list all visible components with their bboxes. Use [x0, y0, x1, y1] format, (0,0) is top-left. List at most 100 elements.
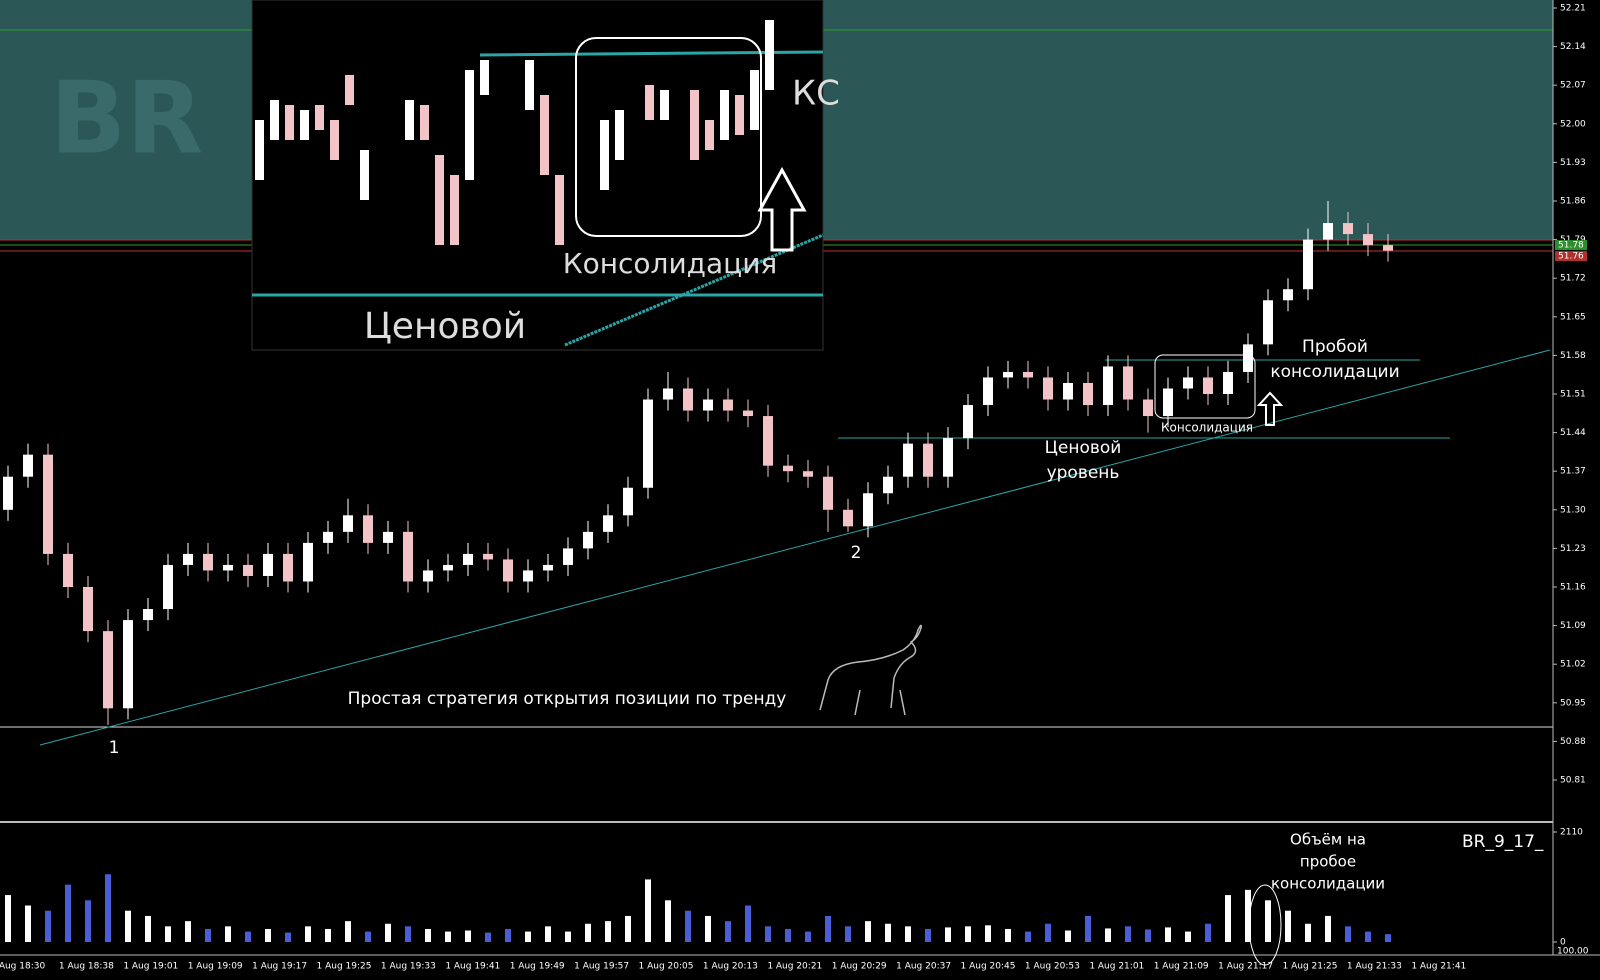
candle-body: [903, 443, 913, 477]
candle-body: [483, 553, 493, 560]
inset-label: Консолидация: [563, 247, 778, 280]
y-tick-label: 51.02: [1560, 660, 1586, 670]
candle-body: [63, 553, 73, 587]
volume-highlight: [1248, 884, 1282, 966]
breakout-label: Пробой: [1302, 337, 1368, 357]
volume-bar: [645, 879, 651, 942]
x-tick-label: 1 Aug 20:37: [896, 962, 951, 972]
volume-bar: [305, 926, 311, 942]
volume-bar: [1225, 895, 1231, 942]
trend-line: [39, 349, 1551, 746]
candle-body: [263, 553, 273, 576]
candle-body: [1383, 245, 1393, 251]
candle-body: [463, 553, 473, 565]
volume-bar: [705, 915, 711, 942]
volume-bar: [1145, 929, 1151, 942]
volume-bar: [1125, 926, 1131, 942]
inset-candles: [255, 20, 774, 200]
volume-bar: [725, 921, 731, 942]
level-label: Ценовой: [1045, 438, 1122, 458]
candle-body: [643, 399, 653, 488]
volume-bar: [85, 900, 91, 942]
candle-body: [943, 438, 953, 477]
candle-body: [863, 493, 873, 527]
x-tick-label: 1 Aug 20:45: [961, 962, 1016, 972]
volume-scale-label: 100.00: [1557, 947, 1589, 957]
candle-body: [623, 487, 633, 516]
candle-body: [203, 553, 213, 571]
candle-body: [1363, 234, 1373, 246]
inset-candles: [285, 75, 744, 245]
y-tick-label: 51.44: [1560, 428, 1586, 438]
candle-body: [1043, 377, 1053, 400]
x-tick-label: 1 Aug 20:05: [639, 962, 694, 972]
volume-note: пробое: [1300, 853, 1356, 871]
bull-icon: [819, 624, 922, 716]
candle-body: [1303, 239, 1313, 290]
y-tick-label: 51.93: [1560, 158, 1586, 168]
y-tick-label: 50.81: [1560, 776, 1586, 786]
candle-body: [163, 564, 173, 610]
inset-arrow: [757, 166, 807, 252]
candle-body: [1243, 344, 1253, 372]
volume-bar: [905, 926, 911, 942]
volume-bar: [1265, 900, 1271, 942]
volume-bar: [1365, 931, 1371, 942]
volume-bar: [605, 921, 611, 942]
x-tick-label: 1 Aug 19:49: [510, 962, 565, 972]
candles: [3, 201, 1393, 942]
x-tick-label: 1 Aug 21:01: [1089, 962, 1144, 972]
inset-label: Ценовой: [364, 306, 526, 347]
volume-bar: [1185, 931, 1191, 942]
y-tick-label: 51.72: [1560, 274, 1586, 284]
candle-body: [523, 570, 533, 582]
consolidation-box: [1154, 354, 1256, 419]
volume-bar: [45, 910, 51, 942]
watermark: BR: [50, 59, 203, 176]
volume-bar: [525, 931, 531, 942]
volume-bar: [865, 921, 871, 942]
candle-body: [763, 416, 773, 466]
volume-bar: [105, 874, 111, 942]
y-tick-label: 51.86: [1560, 197, 1586, 207]
volume-bar: [265, 928, 271, 942]
x-tick-label: 1 Aug 19:57: [574, 962, 629, 972]
point-label: 2: [851, 543, 862, 563]
candle-body: [1143, 399, 1153, 417]
y-tick-label: 51.79: [1560, 235, 1586, 245]
volume-bar: [545, 926, 551, 942]
y-tick-label: 51.37: [1560, 467, 1586, 477]
candle-body: [583, 531, 593, 549]
candle-body: [1183, 377, 1193, 389]
volume-bar: [445, 931, 451, 942]
volume-bar: [1245, 889, 1251, 942]
volume-bar: [1065, 930, 1071, 942]
volume-bar: [205, 928, 211, 942]
x-tick-label: Aug 18:30: [0, 962, 45, 972]
candle-body: [743, 410, 753, 417]
x-tick-label: 1 Aug 21:09: [1154, 962, 1209, 972]
volume-bar: [665, 900, 671, 942]
volume-bar: [885, 923, 891, 942]
candle-body: [3, 476, 13, 510]
volume-bar: [165, 926, 171, 942]
volume-bar: [485, 932, 491, 942]
candle-body: [603, 515, 613, 532]
x-tick-label: 1 Aug 20:21: [767, 962, 822, 972]
candle-body: [223, 564, 233, 571]
volume-bar: [985, 925, 991, 942]
volume-note: Объём на: [1290, 831, 1366, 849]
volume-bar: [745, 905, 751, 942]
candle-body: [1323, 223, 1333, 240]
volume-tick-label: 0: [1560, 938, 1566, 948]
candle-body: [303, 542, 313, 582]
candle-body: [363, 515, 373, 543]
candle-body: [83, 587, 93, 632]
price-tag-label: 51.76: [1558, 252, 1584, 262]
x-tick-label: 1 Aug 21:25: [1283, 962, 1338, 972]
candle-body: [683, 388, 693, 411]
y-tick-label: 52.07: [1560, 81, 1586, 91]
candle-body: [1003, 371, 1013, 378]
x-tick-label: 1 Aug 21:41: [1411, 962, 1466, 972]
y-tick-label: 50.95: [1560, 698, 1586, 708]
